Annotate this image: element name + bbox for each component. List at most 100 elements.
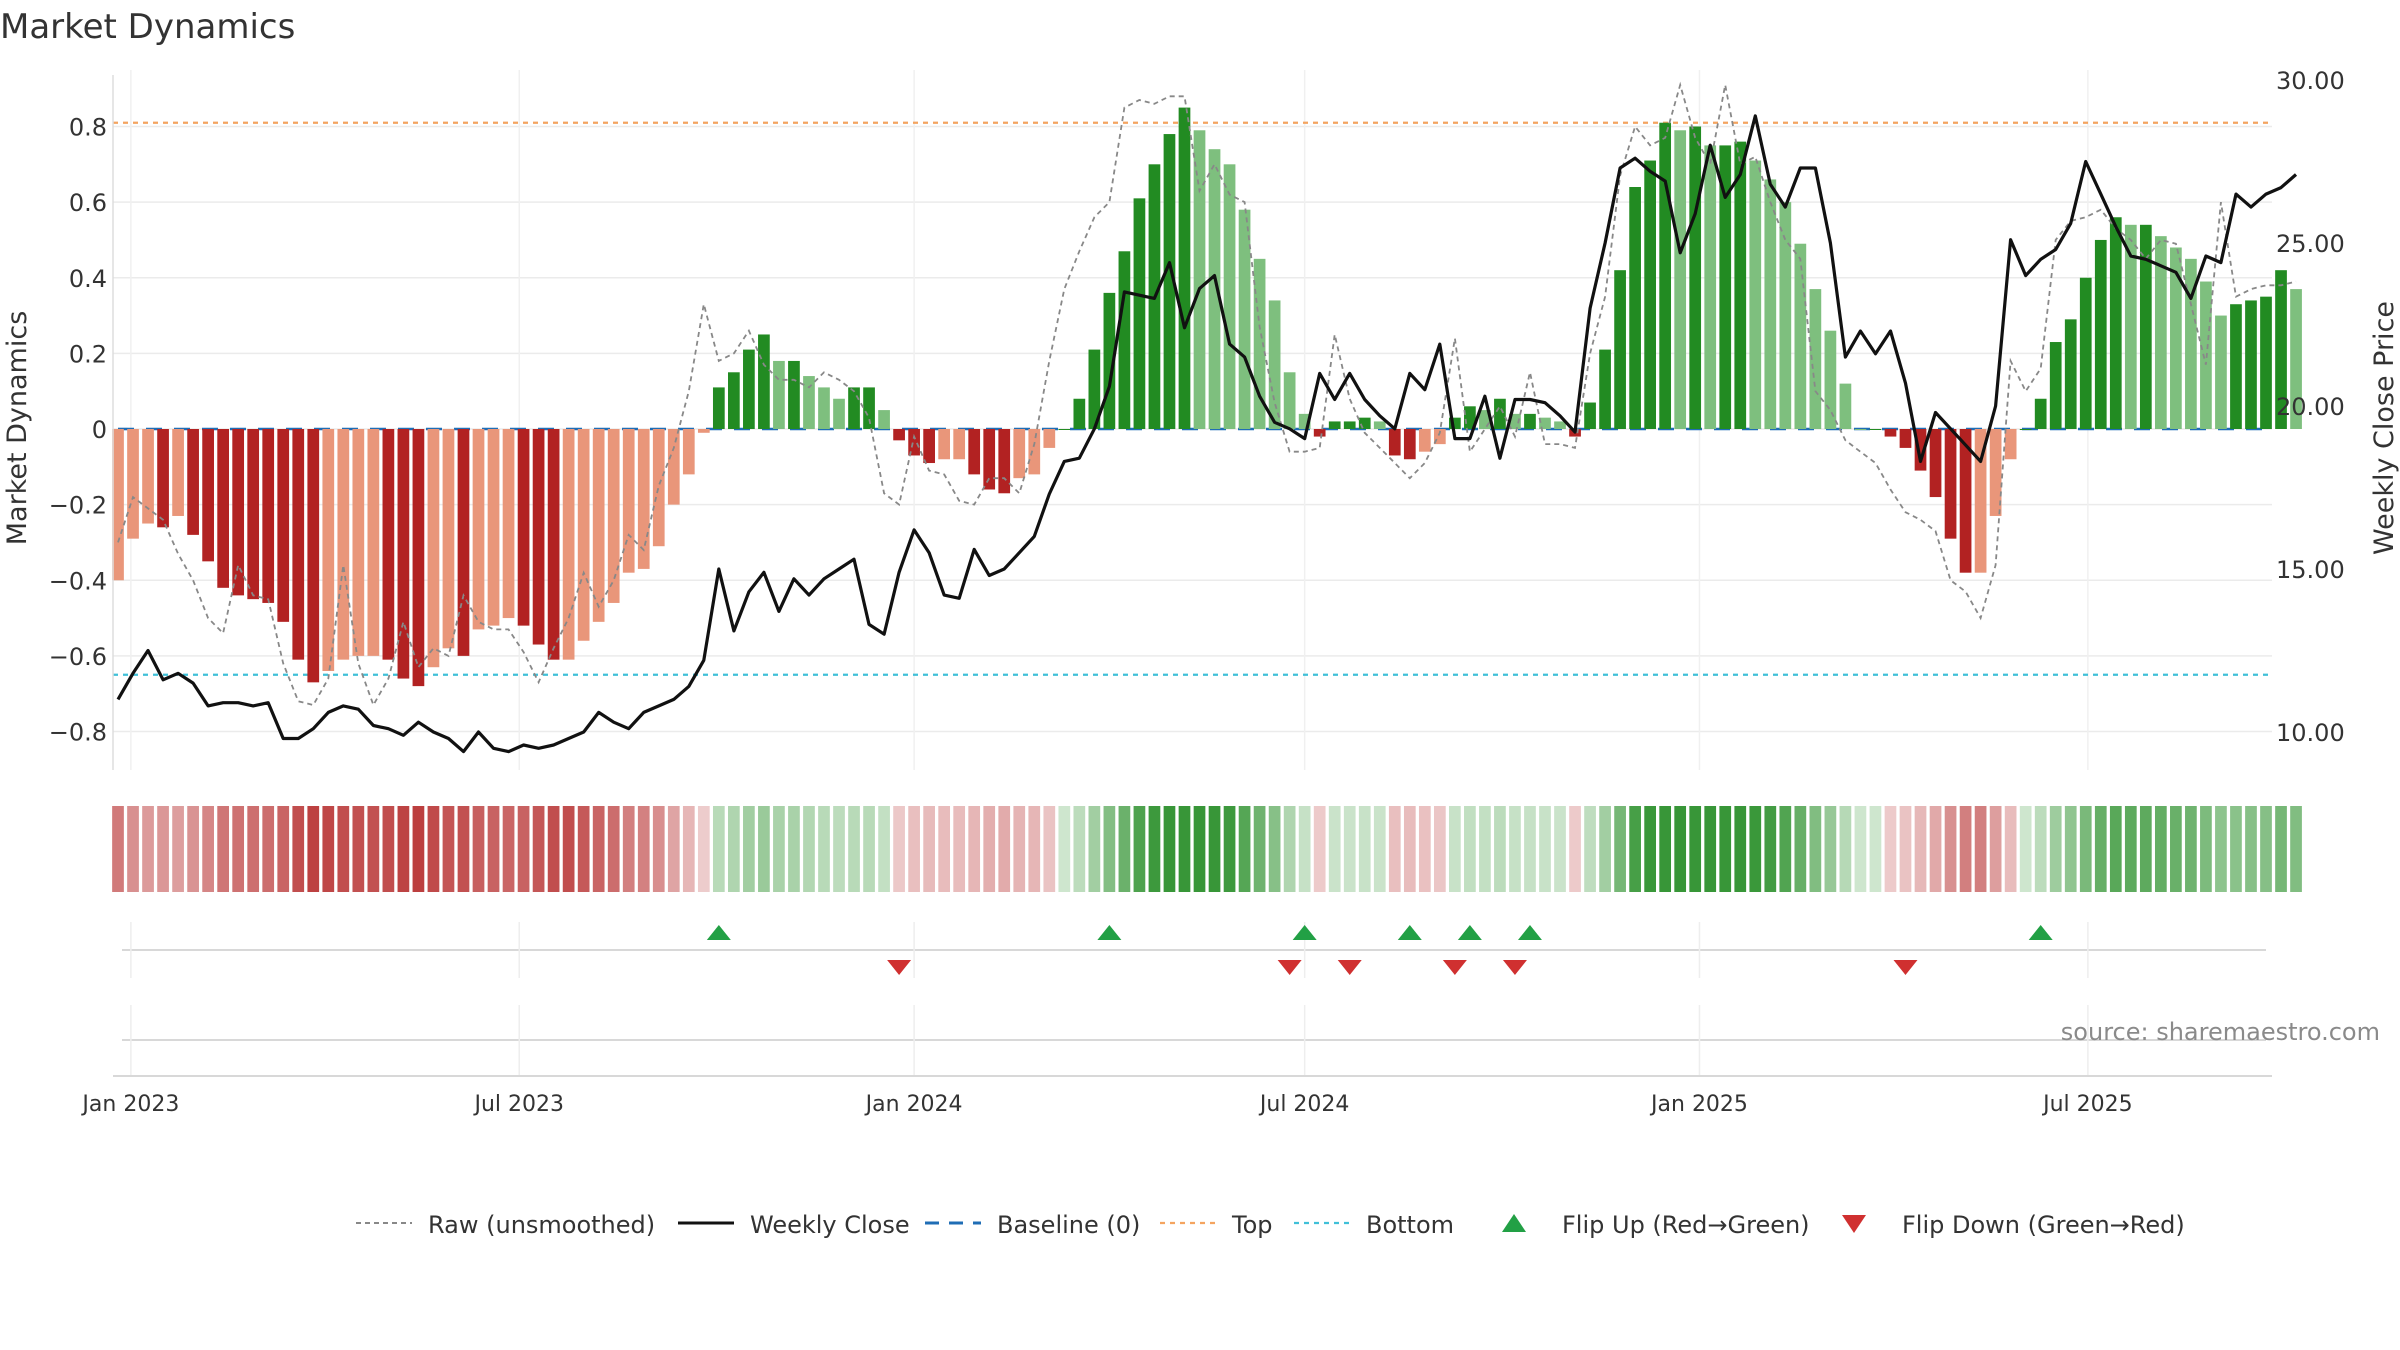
regime-cell xyxy=(127,806,139,892)
dynamics-bar xyxy=(2185,258,2197,429)
regime-strip xyxy=(112,806,2302,892)
dynamics-bar xyxy=(1719,145,1732,429)
regime-cell xyxy=(1974,806,1987,892)
right-tick-label: 10.00 xyxy=(2276,719,2345,747)
regime-cell xyxy=(277,806,290,892)
regime-cell xyxy=(352,806,365,892)
dynamics-bar xyxy=(2215,315,2227,429)
left-axis-label: Market Dynamics xyxy=(2,311,33,546)
dynamics-bar xyxy=(953,429,966,460)
regime-cell xyxy=(307,806,320,892)
flip-markers-panel xyxy=(122,922,2266,978)
regime-cell xyxy=(1959,806,1972,892)
regime-cell xyxy=(1539,806,1551,892)
regime-cell xyxy=(397,806,410,892)
regime-cell xyxy=(1313,806,1326,892)
regime-cell xyxy=(1899,806,1912,892)
dynamics-bar xyxy=(412,429,425,687)
x-tick-label: Jul 2023 xyxy=(473,1092,565,1117)
dynamics-bar xyxy=(1358,417,1371,429)
dynamics-bar xyxy=(532,429,545,645)
regime-cell xyxy=(1464,806,1476,892)
legend-label: Flip Down (Green→Red) xyxy=(1902,1211,2185,1239)
dynamics-bar xyxy=(1794,243,1807,429)
dynamics-bar xyxy=(1268,300,1281,429)
dynamics-bar xyxy=(562,429,575,660)
dynamics-bar xyxy=(1418,429,1431,452)
regime-cell xyxy=(1343,806,1356,892)
regime-cell xyxy=(773,806,785,892)
dynamics-bar xyxy=(472,429,485,630)
legend-item: Flip Up (Red→Green) xyxy=(1502,1211,1810,1239)
regime-cell xyxy=(743,806,755,892)
dynamics-bar xyxy=(2079,277,2092,429)
regime-cell xyxy=(1118,806,1131,892)
dynamics-bar xyxy=(1328,421,1341,429)
dynamics-bar xyxy=(2124,224,2137,429)
flip-up-marker xyxy=(2028,925,2053,940)
regime-cell xyxy=(1869,806,1882,892)
dynamics-bar xyxy=(712,387,725,429)
legend-label: Raw (unsmoothed) xyxy=(428,1211,655,1239)
dynamics-bar xyxy=(652,429,665,547)
regime-cell xyxy=(1809,806,1822,892)
regime-cell xyxy=(1283,806,1296,892)
x-axis: Jan 2023 Jul 2023 Jan 2024 Jul 2024 Jan 2025… xyxy=(80,1075,2272,1117)
x-tick-label: Jan 2024 xyxy=(864,1092,963,1117)
left-tick-label: −0.8 xyxy=(49,719,107,747)
right-axis-label: Weekly Close Price xyxy=(2369,301,2400,555)
regime-cell xyxy=(1103,806,1116,892)
dynamics-bar xyxy=(1584,402,1596,429)
regime-cell xyxy=(1043,806,1056,892)
regime-cell xyxy=(2124,806,2137,892)
dynamics-bar xyxy=(1914,429,1927,471)
regime-cell xyxy=(622,806,635,892)
x-tick-label: Jan 2023 xyxy=(80,1092,179,1117)
regime-cell xyxy=(1193,806,1206,892)
dynamics-bar xyxy=(923,429,935,464)
regime-cell xyxy=(1028,806,1041,892)
dynamics-bar xyxy=(1163,134,1176,429)
regime-cell xyxy=(502,806,515,892)
regime-cell xyxy=(1418,806,1431,892)
legend-label: Baseline (0) xyxy=(997,1211,1140,1239)
dynamics-bar xyxy=(547,429,560,660)
flip-down-marker xyxy=(1442,960,1467,975)
regime-cell xyxy=(337,806,350,892)
legend-label: Bottom xyxy=(1366,1211,1454,1239)
dynamics-bar xyxy=(848,387,860,429)
regime-cell xyxy=(1088,806,1101,892)
legend-item: Top xyxy=(1160,1211,1273,1239)
dynamics-bar xyxy=(2109,217,2122,429)
dynamics-bar xyxy=(667,429,680,505)
dynamics-bar xyxy=(1884,429,1897,437)
regime-cell xyxy=(682,806,695,892)
regime-cell xyxy=(2215,806,2227,892)
dynamics-bar xyxy=(1238,209,1251,429)
regime-cell xyxy=(442,806,455,892)
regime-cell xyxy=(1328,806,1341,892)
regime-cell xyxy=(2275,806,2287,892)
regime-cell xyxy=(788,806,800,892)
regime-cell xyxy=(157,806,169,892)
dynamics-bar xyxy=(1388,429,1401,456)
regime-cell xyxy=(1779,806,1792,892)
dynamics-bar xyxy=(1433,429,1446,445)
regime-cell xyxy=(262,806,275,892)
flip-down-marker xyxy=(887,960,912,975)
regime-cell xyxy=(1944,806,1957,892)
dynamics-bar xyxy=(758,334,770,429)
regime-cell xyxy=(322,806,335,892)
regime-cell xyxy=(1403,806,1416,892)
regime-cell xyxy=(412,806,425,892)
regime-cell xyxy=(848,806,860,892)
x-tick-label: Jul 2024 xyxy=(1258,1092,1350,1117)
regime-cell xyxy=(2019,806,2032,892)
legend: Raw (unsmoothed) Weekly Close Baseline (0)… xyxy=(356,1211,2185,1239)
regime-cell xyxy=(247,806,260,892)
dynamics-bar xyxy=(1944,429,1957,539)
regime-cell xyxy=(427,806,440,892)
regime-cell xyxy=(1734,806,1747,892)
left-tick-label: −0.4 xyxy=(49,567,107,595)
